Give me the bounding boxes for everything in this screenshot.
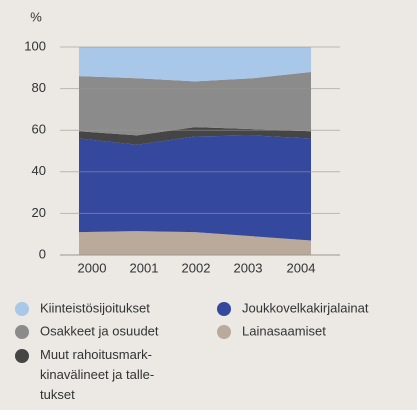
x-tick-label: 2002 — [182, 260, 211, 275]
legend-swatch — [15, 325, 29, 339]
x-tick-label: 2000 — [78, 260, 107, 275]
area — [79, 127, 311, 145]
area — [79, 231, 311, 255]
legend-label: Kiinteistösijoitukset — [40, 300, 150, 315]
area — [79, 135, 311, 241]
x-tick-label: 2004 — [287, 260, 316, 275]
area — [79, 47, 311, 82]
y-tick-label: 40 — [32, 163, 46, 178]
y-tick-label: 60 — [32, 122, 46, 137]
legend-label: Muut rahoitusmark-kinavälineet ja talle-… — [40, 347, 154, 402]
y-tick-label: 100 — [24, 38, 46, 53]
y-tick-label: 20 — [32, 205, 46, 220]
x-tick-label: 2003 — [234, 260, 263, 275]
x-tick-label: 2001 — [130, 260, 159, 275]
legend-label: Lainasaamiset — [242, 323, 326, 338]
y-axis-label: % — [30, 9, 42, 24]
legend-swatch — [15, 349, 29, 363]
area — [79, 71, 311, 136]
legend-swatch — [15, 302, 29, 316]
legend-swatch — [217, 302, 231, 316]
legend-label: Joukkovelkakirjalainat — [242, 300, 369, 315]
legend-swatch — [217, 325, 231, 339]
y-tick-label: 80 — [32, 80, 46, 95]
legend-label: Osakkeet ja osuudet — [40, 323, 159, 338]
y-tick-label: 0 — [39, 246, 46, 261]
